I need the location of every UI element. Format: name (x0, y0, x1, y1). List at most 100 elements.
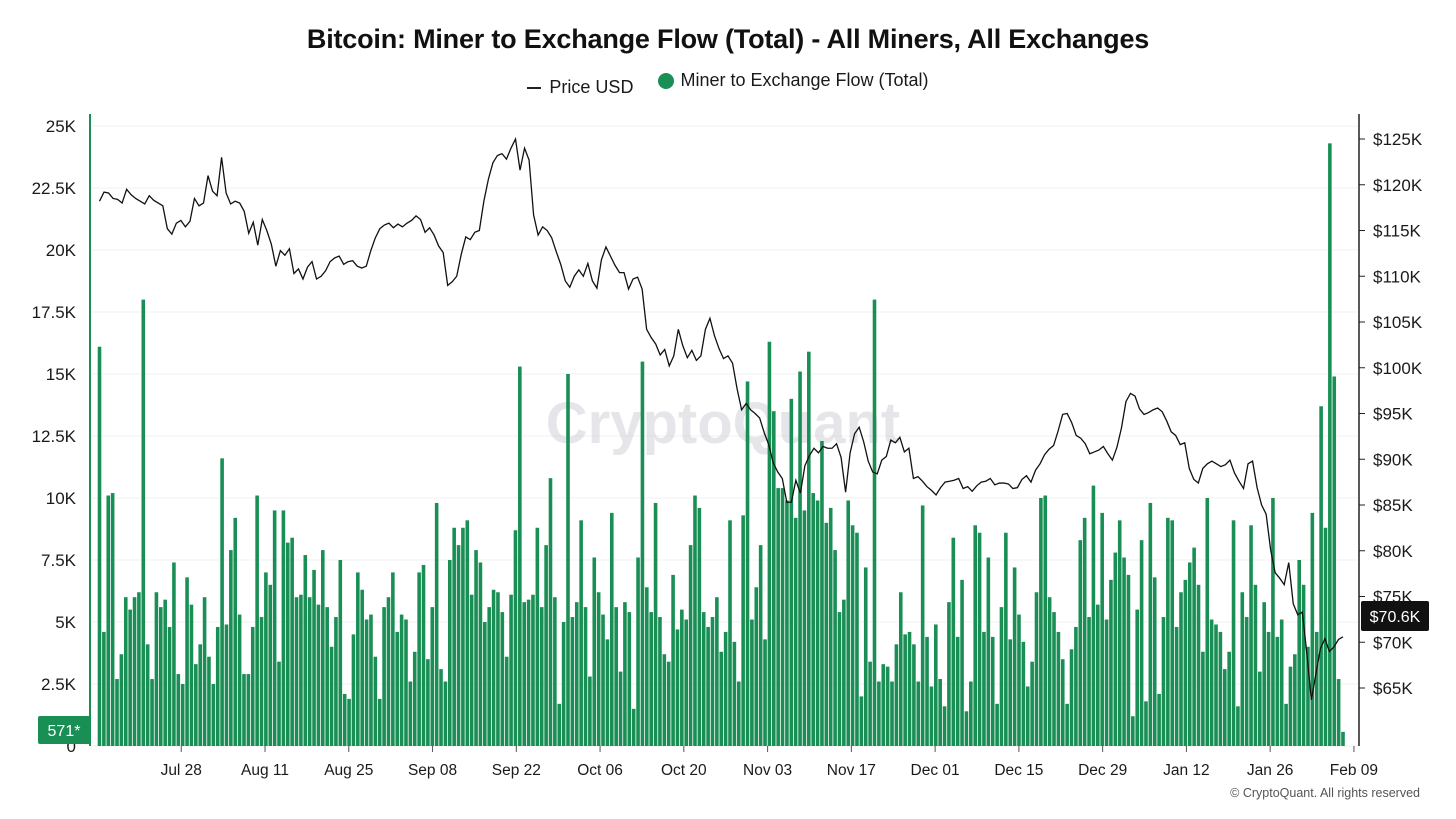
flow-bar (483, 622, 487, 746)
flow-bar (903, 634, 907, 746)
flow-bar (732, 641, 737, 746)
flow-bar (1244, 617, 1249, 746)
right-tick-label: $105K (1373, 313, 1423, 332)
flow-bar (391, 572, 395, 746)
flow-bar (1152, 577, 1157, 746)
flow-bar (990, 636, 995, 746)
flow-bar (780, 488, 785, 746)
legend-label-price: Price USD (549, 77, 634, 97)
flow-bar (1196, 584, 1201, 746)
flow-bar (1148, 502, 1153, 746)
flow-bar (360, 589, 365, 746)
flow-bar (802, 510, 807, 746)
left-tick-label: 25K (46, 117, 77, 136)
flow-bar (723, 631, 728, 746)
right-tick-label: $95K (1373, 405, 1413, 424)
flow-bar (465, 520, 470, 746)
flow-bar (1222, 669, 1227, 746)
flow-bar (951, 537, 956, 746)
flow-bar (566, 374, 570, 746)
flow-bar (426, 659, 430, 746)
flow-bar (535, 527, 540, 746)
flow-bar (478, 562, 483, 746)
flow-bar (137, 592, 141, 746)
flow-bar (942, 706, 947, 746)
flow-bar (1012, 567, 1017, 746)
flow-bar (285, 542, 290, 746)
flow-bar (185, 577, 189, 746)
flow-bar (1174, 626, 1179, 746)
flow-bar (1060, 659, 1065, 746)
flow-bar (548, 478, 553, 746)
flow-bar (1021, 641, 1026, 746)
flow-bar (356, 572, 360, 746)
flow-bar (684, 619, 689, 746)
flow-bar (224, 624, 229, 746)
x-tick-label: Nov 17 (827, 762, 876, 779)
flow-bar (609, 512, 614, 746)
legend-label-flow: Miner to Exchange Flow (Total) (680, 70, 929, 90)
flow-bars (97, 143, 1345, 747)
flow-bar (395, 631, 400, 746)
flow-bar (110, 493, 115, 746)
left-axis-ticks: 0 2.5K 5K 7.5K 10K 12.5K 15K 17.5K 20K 22.5K 25K (32, 117, 77, 756)
flow-bar (141, 299, 146, 746)
legend-item-price[interactable]: Price USD (527, 77, 633, 98)
flow-bar (487, 607, 491, 746)
flow-bar (544, 545, 548, 746)
flow-bar (1087, 617, 1091, 746)
flow-bar (106, 495, 111, 746)
flow-bar (977, 532, 982, 746)
right-axis-ticks: $65K$70K$75K$80K$85K$90K$95K$100K$105K$1… (1359, 130, 1423, 698)
flow-bar (973, 525, 977, 746)
x-tick-label: Jan 12 (1163, 762, 1210, 779)
flow-bar (342, 693, 347, 746)
flow-bar (1004, 532, 1008, 746)
legend-item-flow[interactable]: Miner to Exchange Flow (Total) (658, 70, 929, 91)
dot-swatch-icon (658, 72, 675, 89)
flow-bar (1310, 512, 1315, 746)
flow-bar (329, 646, 334, 746)
flow-bar (627, 612, 632, 746)
line-swatch-icon (527, 86, 542, 89)
right-tick-label: $125K (1373, 130, 1423, 149)
flow-bar (614, 607, 618, 746)
left-tick-label: 12.5K (32, 427, 77, 446)
flow-bar (1183, 579, 1188, 746)
flow-bar (561, 622, 566, 746)
flow-bar (596, 592, 601, 746)
flow-bar (995, 703, 999, 746)
flow-bar (215, 626, 220, 746)
flow-bar (452, 527, 456, 746)
flow-bar (583, 607, 588, 746)
flow-bar (601, 614, 605, 746)
flow-bar (408, 681, 413, 746)
flow-bar (960, 579, 964, 746)
flow-bar (793, 517, 798, 746)
flow-bar (180, 684, 185, 746)
flow-bar (246, 674, 251, 746)
flow-bar (728, 520, 732, 746)
right-tick-label: $85K (1373, 496, 1413, 515)
flow-bar (299, 594, 303, 746)
flow-bar (588, 676, 592, 746)
flow-bar (115, 679, 119, 746)
left-tick-label: 20K (46, 241, 77, 260)
flow-bar (386, 597, 391, 746)
flow-bar (434, 502, 439, 746)
flow-bar (1306, 646, 1310, 746)
flow-bar (1314, 631, 1319, 746)
flow-bar (811, 493, 815, 746)
flow-bar (925, 636, 929, 746)
right-tick-label: $70K (1373, 633, 1413, 652)
flow-bar (1131, 716, 1135, 746)
flow-bar (1240, 592, 1245, 746)
flow-bar (1166, 517, 1170, 746)
flow-bar (369, 614, 373, 746)
flow-bar (439, 669, 443, 746)
flow-bar (1052, 612, 1056, 746)
flow-bar (1056, 631, 1061, 746)
flow-bar (1319, 406, 1323, 746)
flow-bar (237, 614, 242, 746)
flow-bar (294, 597, 299, 746)
